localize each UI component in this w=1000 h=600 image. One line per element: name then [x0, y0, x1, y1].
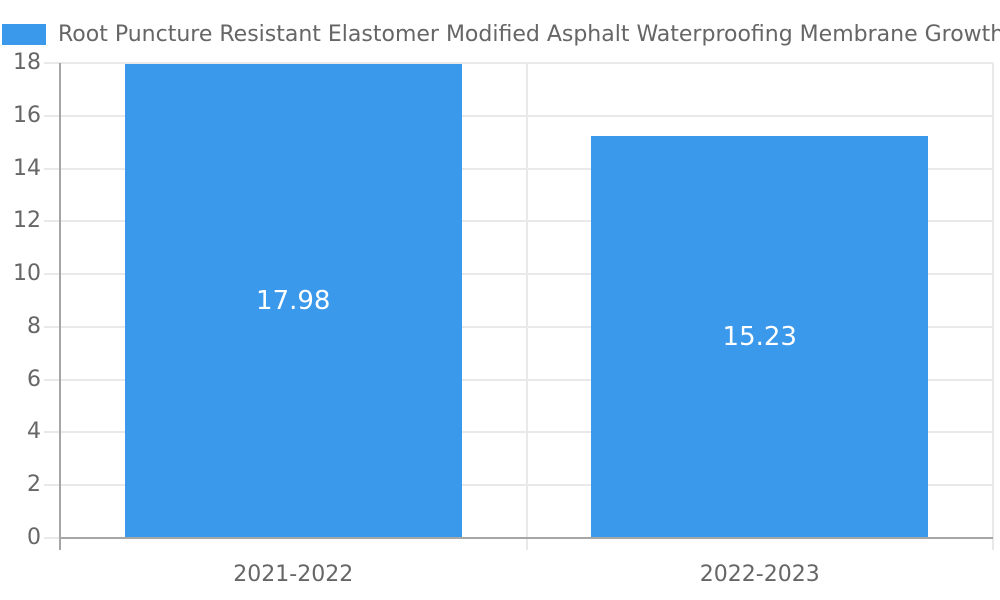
y-gridline — [44, 325, 993, 328]
y-axis-tick-label: 18 — [13, 50, 41, 75]
x-axis-tick-label: 2021-2022 — [233, 562, 354, 587]
y-gridline — [44, 378, 993, 381]
bar-value-label: 15.23 — [722, 322, 797, 353]
y-axis-tick-label: 16 — [13, 102, 41, 128]
y-gridline — [44, 114, 993, 117]
bar-value-label: 17.98 — [256, 285, 331, 316]
x-axis-tick-label: 2022-2023 — [699, 562, 820, 587]
y-gridline — [44, 273, 993, 276]
y-axis-tick-label: 0 — [27, 525, 41, 550]
x-axis-baseline — [60, 537, 993, 539]
legend-label: Root Puncture Resistant Elastomer Modifi… — [58, 22, 1000, 47]
legend-swatch — [2, 24, 46, 45]
y-gridline — [44, 431, 993, 434]
y-gridline — [44, 62, 993, 64]
y-gridline — [44, 220, 993, 223]
x-gridline — [992, 63, 994, 550]
y-axis-tick-label: 6 — [27, 366, 41, 392]
y-gridline — [44, 167, 993, 170]
y-gridline — [44, 484, 993, 487]
bar — [124, 63, 462, 538]
x-gridline — [525, 63, 528, 550]
y-axis-tick-label: 2 — [27, 472, 41, 498]
y-axis-line — [59, 63, 61, 550]
y-axis-tick-label: 12 — [13, 208, 41, 234]
y-axis-tick-label: 4 — [27, 419, 41, 445]
y-axis-tick-label: 10 — [13, 261, 41, 287]
y-axis-tick-label: 14 — [13, 155, 41, 181]
y-axis-tick-label: 8 — [27, 313, 41, 339]
bar — [591, 136, 929, 538]
